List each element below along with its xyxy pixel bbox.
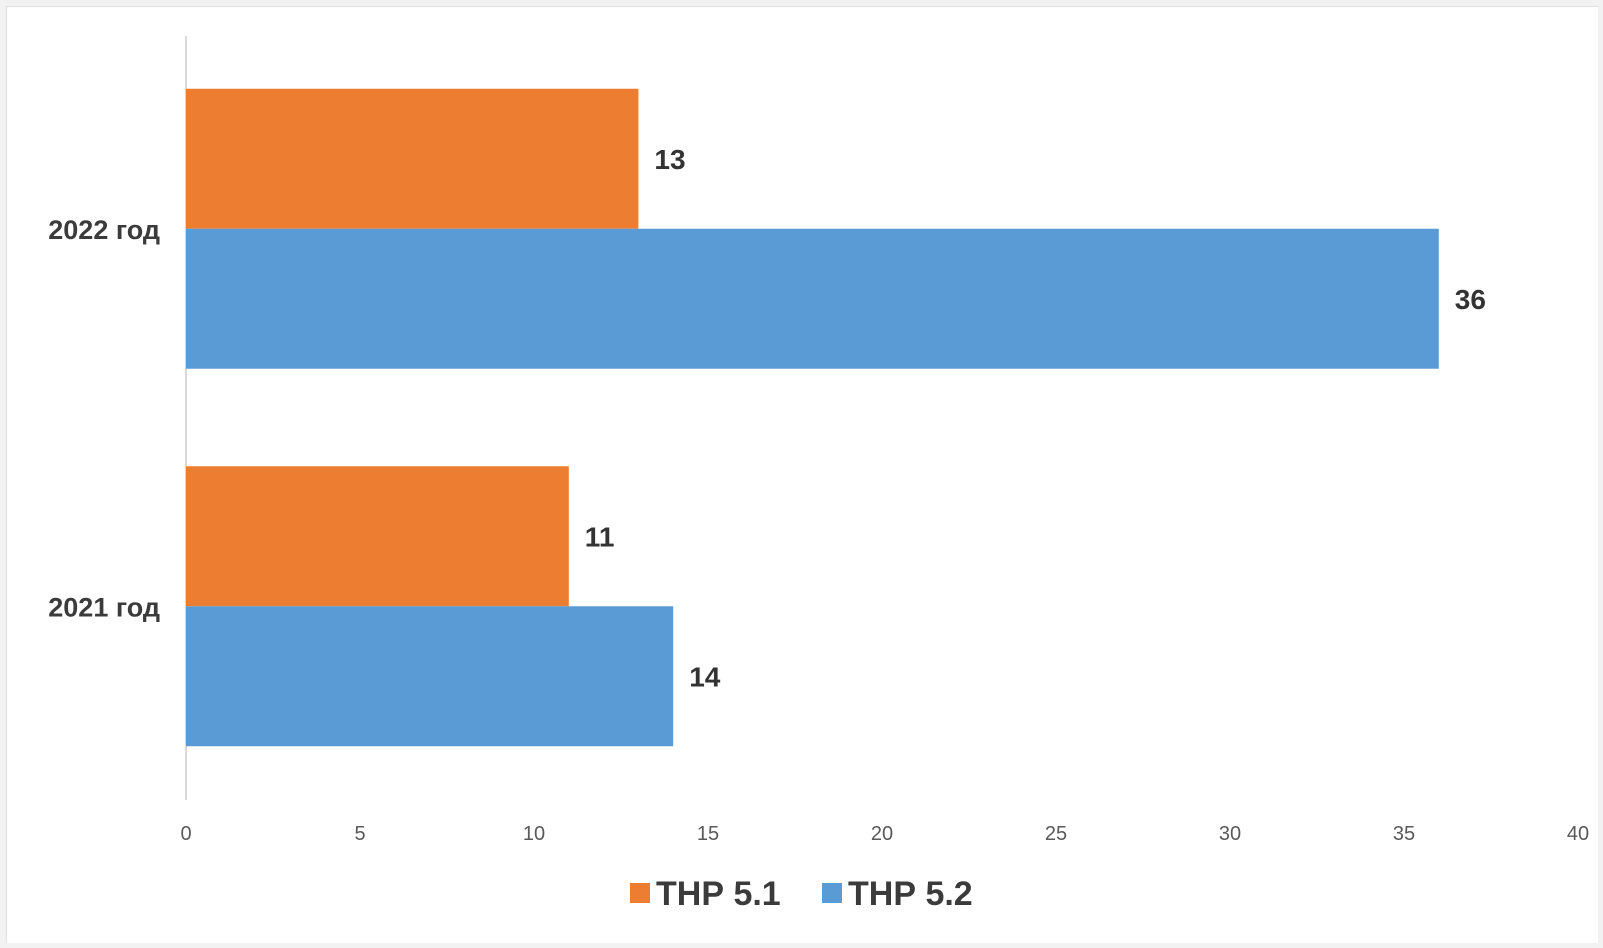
legend: ТНР 5.1 ТНР 5.2 [630, 875, 973, 913]
bar [186, 466, 569, 607]
data-label: 14 [689, 661, 721, 692]
x-tick-label: 0 [180, 823, 191, 845]
bar [186, 606, 674, 747]
x-tick-label: 10 [523, 823, 545, 845]
x-tick-label: 20 [871, 823, 893, 845]
x-tick-label: 35 [1393, 823, 1415, 845]
legend-label: ТНР 5.1 [656, 875, 781, 913]
data-label: 36 [1455, 284, 1486, 315]
x-tick-label: 5 [354, 823, 365, 845]
legend-swatch [630, 883, 650, 903]
data-label: 13 [654, 144, 685, 175]
category-label: 2022 год [48, 215, 160, 245]
x-tick-label: 40 [1567, 823, 1589, 845]
x-tick-label: 25 [1045, 823, 1067, 845]
bars [186, 88, 1439, 747]
x-tick-label: 30 [1219, 823, 1241, 845]
labels: 2021 год 11 14 2022 год 13 36 [48, 144, 1486, 693]
legend-label: ТНР 5.2 [848, 875, 973, 913]
bar [186, 228, 1439, 369]
x-tick-label: 15 [697, 823, 719, 845]
data-label: 11 [585, 521, 615, 552]
category-label: 2021 год [48, 592, 160, 622]
legend-swatch [822, 883, 842, 903]
bar [186, 88, 639, 229]
